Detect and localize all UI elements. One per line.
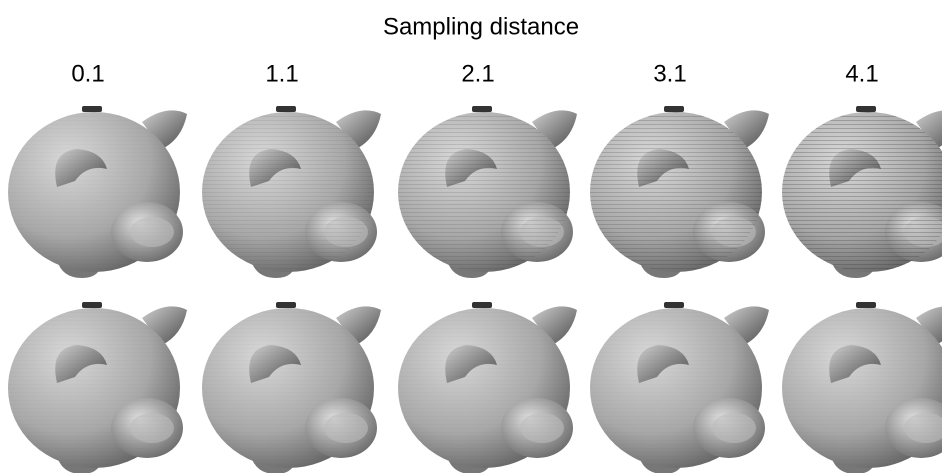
- column-label: 0.1: [71, 60, 104, 87]
- column-label: 2.1: [461, 60, 494, 87]
- column-label: 3.1: [653, 60, 686, 87]
- render-image: [2, 92, 192, 278]
- render-image: [584, 92, 774, 278]
- surface-artifacts: [776, 92, 942, 277]
- figure-title: Sampling distance: [383, 13, 579, 40]
- figure: Sampling distance 0.1 1.1 2.1 3.1 4.1: [0, 0, 942, 473]
- render-image: [196, 92, 386, 278]
- render-image: [584, 288, 774, 473]
- surface-artifacts: [776, 288, 942, 473]
- render-image: [392, 92, 582, 278]
- render-image: [776, 288, 942, 473]
- render-image: [776, 92, 942, 278]
- render-image: [196, 288, 386, 473]
- render-image: [2, 288, 192, 473]
- column-label: 1.1: [265, 60, 298, 87]
- render-image: [392, 288, 582, 473]
- column-label: 4.1: [845, 60, 878, 87]
